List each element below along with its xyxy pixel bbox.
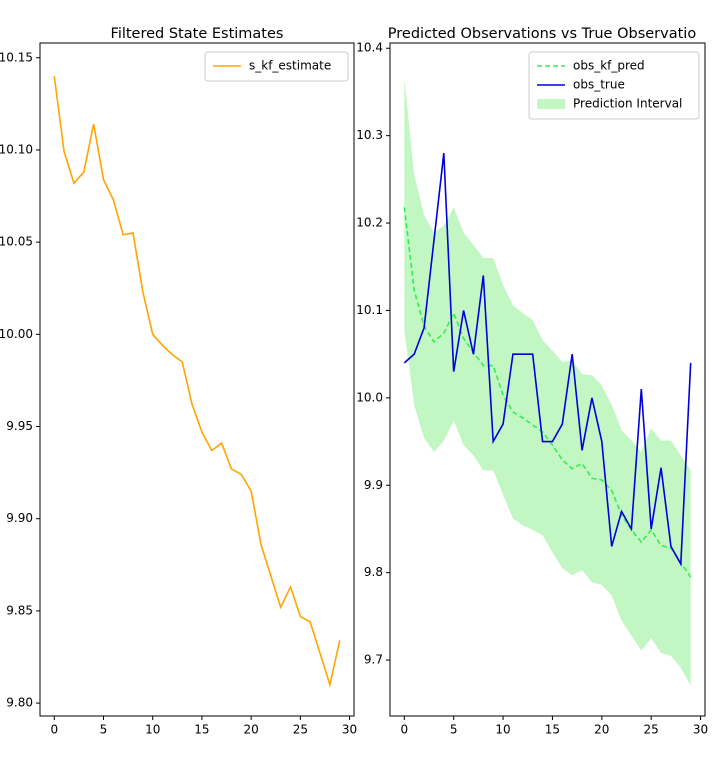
x-tick-label: 20 (243, 723, 258, 737)
x-tick-label: 5 (100, 723, 108, 737)
y-tick-label: 10.00 (0, 327, 33, 341)
x-tick-label: 15 (545, 723, 560, 737)
y-tick-label: 9.85 (6, 603, 33, 617)
y-tick-label: 9.8 (364, 565, 383, 579)
chart-title: Filtered State Estimates (111, 26, 284, 42)
y-tick-label: 9.95 (6, 419, 33, 433)
y-tick-label: 10.15 (0, 50, 33, 64)
legend-label: s_kf_estimate (249, 59, 331, 73)
y-tick-label: 10.0 (356, 390, 383, 404)
x-tick-label: 5 (450, 723, 458, 737)
legend-box (204, 51, 349, 82)
y-tick-label: 10.4 (356, 41, 383, 55)
x-tick-label: 15 (194, 723, 209, 737)
y-tick-label: 9.9 (364, 478, 383, 492)
legend-swatch (537, 99, 565, 109)
legend-box (528, 51, 700, 120)
legend-label: Prediction Interval (573, 97, 682, 111)
x-tick-label: 20 (594, 723, 609, 737)
y-tick-label: 9.7 (364, 653, 383, 667)
legend-label: obs_kf_pred (573, 59, 645, 73)
x-tick-label: 10 (145, 723, 160, 737)
plot-frame (389, 42, 706, 717)
x-tick-label: 25 (293, 723, 308, 737)
legend-label: obs_true (573, 78, 625, 92)
x-tick-label: 0 (400, 723, 408, 737)
chart-title: Predicted Observations vs True Observati… (388, 26, 697, 42)
y-tick-label: 10.1 (356, 303, 383, 317)
y-tick-label: 10.3 (356, 128, 383, 142)
series-line (403, 153, 692, 567)
plot-frame (39, 42, 355, 717)
x-tick-label: 25 (644, 723, 659, 737)
series-line (53, 76, 341, 688)
series-line (403, 207, 692, 578)
x-tick-label: 30 (342, 723, 357, 737)
y-tick-label: 10.05 (0, 235, 33, 249)
y-tick-label: 10.10 (0, 142, 33, 156)
prediction-band (404, 77, 691, 686)
y-tick-label: 10.2 (356, 216, 383, 230)
y-tick-label: 9.80 (6, 696, 33, 710)
x-tick-label: 10 (495, 723, 510, 737)
y-tick-label: 9.90 (6, 511, 33, 525)
x-tick-label: 0 (50, 723, 58, 737)
x-tick-label: 30 (693, 723, 708, 737)
